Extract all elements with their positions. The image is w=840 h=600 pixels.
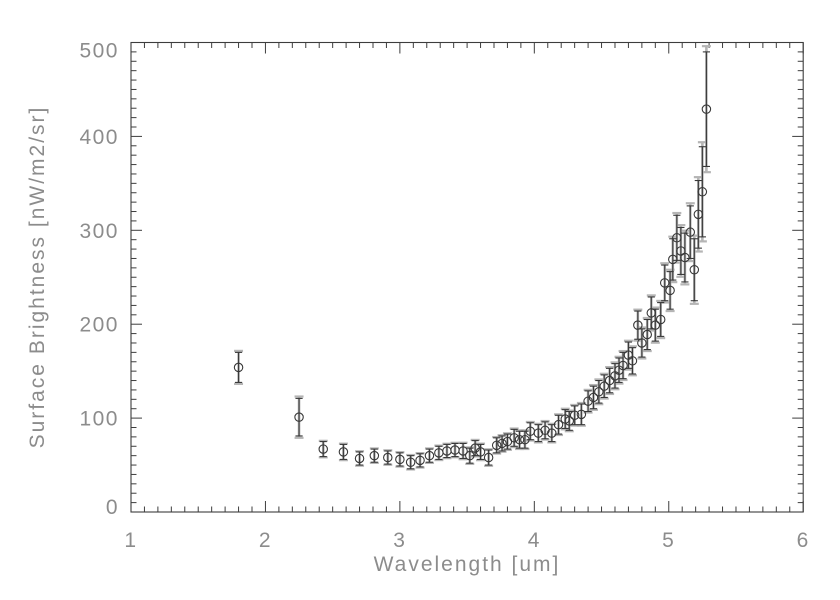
y-axis-title: Surface Brightness [nW/m2/sr] [26,105,49,449]
data-point [497,438,507,449]
y-tick-label: 300 [79,220,119,243]
data-point [547,428,557,438]
data-point [650,320,661,330]
data-point [405,457,416,467]
data-point [588,392,599,403]
data-point [465,450,475,461]
data-point [294,412,304,422]
data-point [655,314,666,325]
x-tick-label: 6 [797,529,810,552]
data-point [520,434,530,445]
data-point [576,409,587,420]
data-point [564,416,575,426]
data-point [338,447,349,457]
data-point [668,254,678,265]
data-point [569,410,580,421]
data-point [233,362,244,373]
data-point [633,320,643,330]
data-point [491,440,502,451]
data-point [637,338,647,348]
y-tick-label: 100 [79,408,119,431]
data-point [540,425,550,436]
data-point [509,433,519,443]
y-tick-label: 0 [106,496,119,519]
data-point [594,387,604,397]
x-tick-label: 4 [528,529,541,552]
data-point [369,450,380,461]
data-point [458,446,468,456]
data-point [665,285,675,296]
data-point [415,455,425,466]
data-point [701,104,712,114]
data-point [424,450,435,461]
y-tick-label: 400 [79,126,119,149]
data-point [693,209,704,220]
data-point [483,452,494,463]
data-point [618,360,628,371]
data-point [672,233,682,243]
x-axis-title: Wavelength [um] [373,553,561,576]
y-tick-label: 200 [79,314,119,337]
data-point [383,452,393,463]
data-point [685,227,696,237]
data-point [680,252,690,263]
data-point [646,308,657,318]
data-point [697,187,708,197]
y-tick-label: 500 [79,40,119,63]
data-point [533,428,544,438]
x-tick-label: 1 [124,529,137,552]
data-point [318,444,328,454]
data-point [395,454,405,465]
x-tick-label: 3 [393,529,406,552]
data-point [514,434,525,445]
x-tick-label: 2 [259,529,272,552]
data-point [642,329,652,340]
data-point [475,447,486,457]
data-point [627,356,638,366]
plot-frame [130,41,804,513]
data-point [553,419,564,430]
data-point [604,375,615,386]
data-point [599,381,609,391]
x-tick-label: 5 [662,529,675,552]
data-point [689,264,700,275]
data-point [354,453,365,464]
data-point [659,278,670,288]
